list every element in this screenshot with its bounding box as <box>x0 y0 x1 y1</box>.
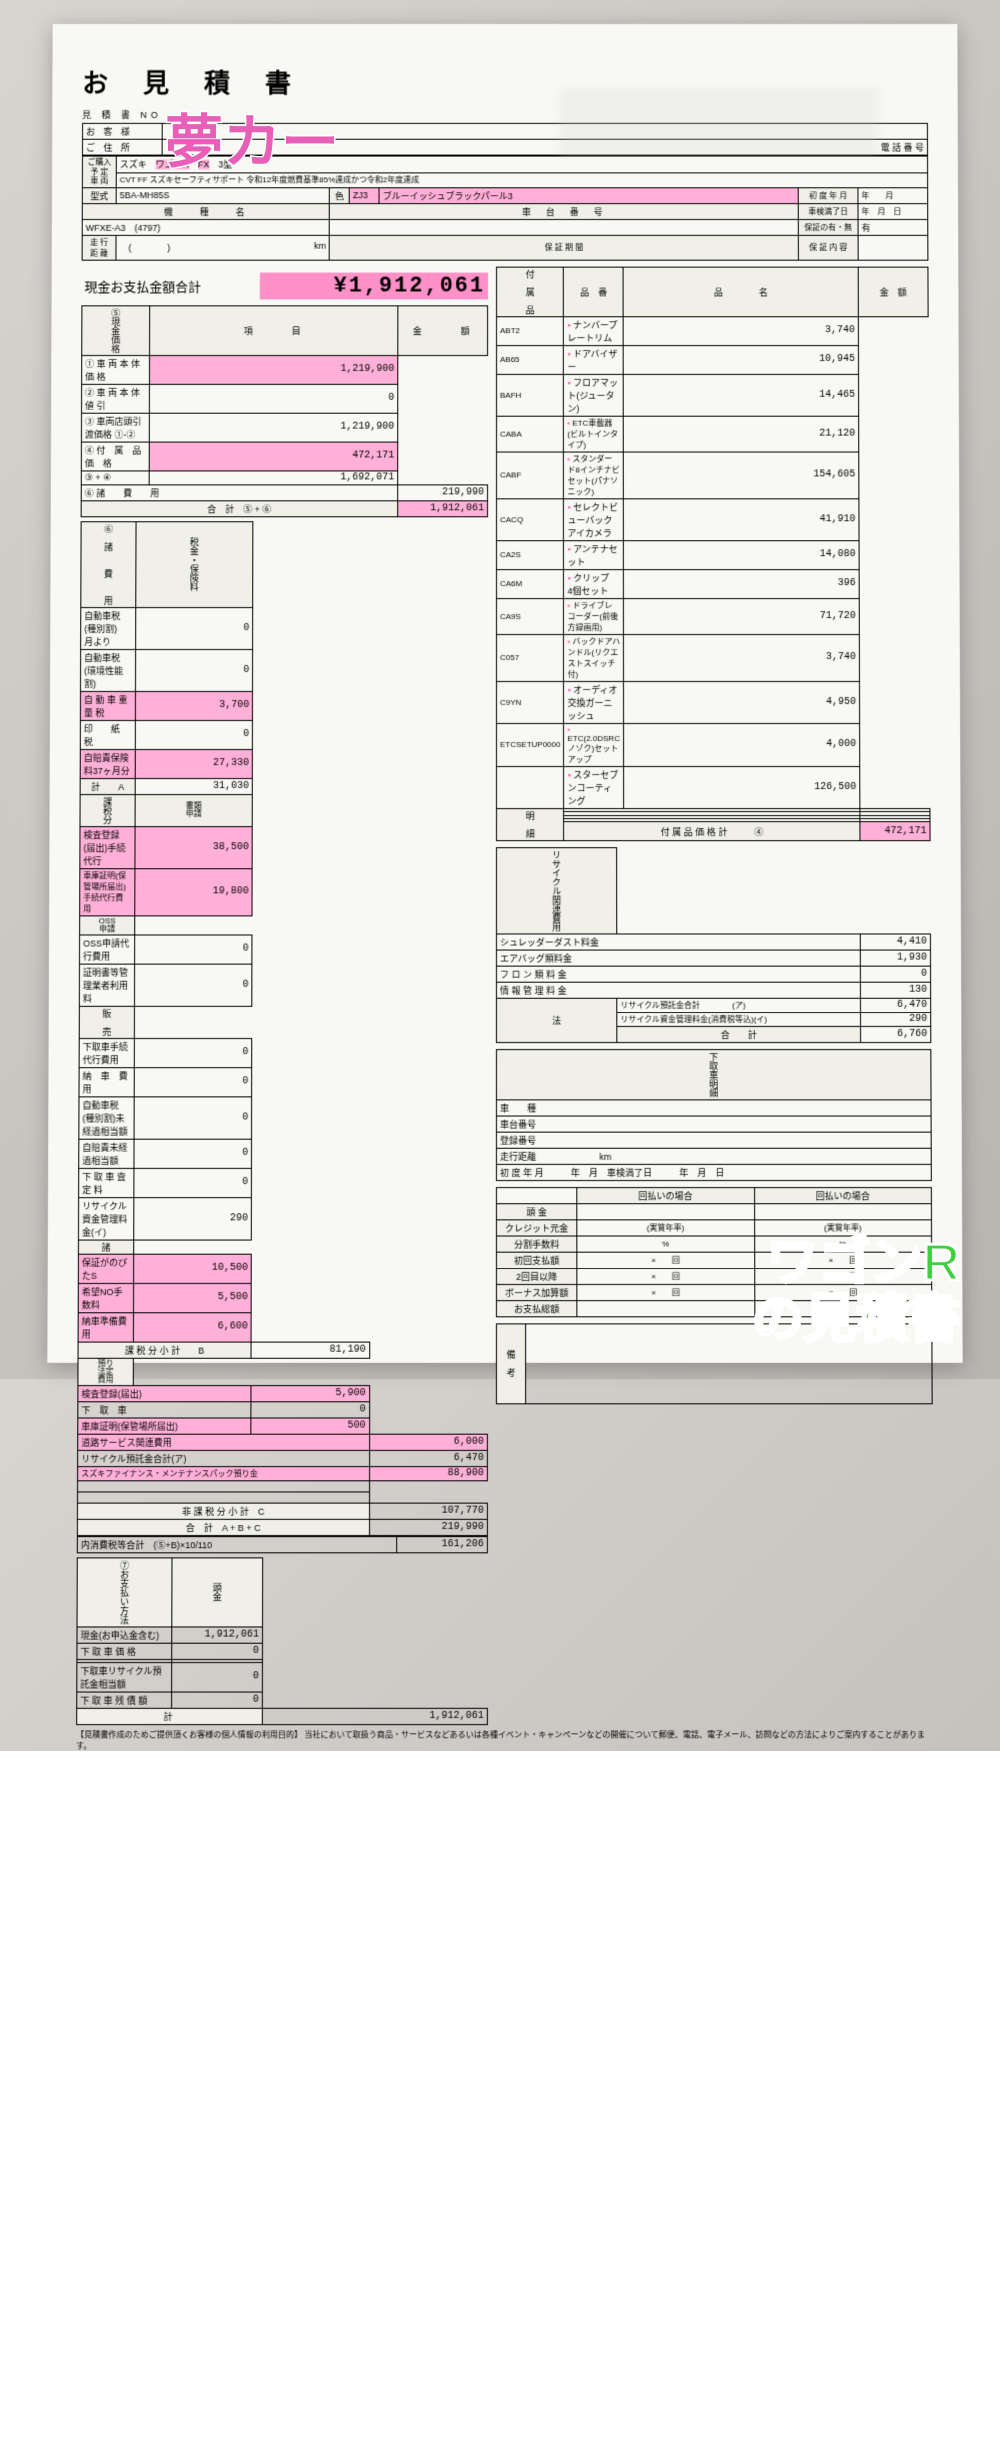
overlay-title: 夢カー <box>165 95 339 179</box>
estimate-document: お 見 積 書 見 積 書 NO お 客 様 ご 住 所電 話 番 号 ご購入予… <box>47 24 962 1363</box>
purchase-label: ご購入予 定車 両 <box>82 156 116 187</box>
consumption-tax: 内消費税等合計 (⑤+B)×10/110161,206 <box>77 1536 488 1553</box>
overlay-subtitle: ワゴンRの見積書 <box>752 1235 960 1349</box>
dealer-info-redacted <box>560 83 879 152</box>
address-label: ご 住 所 <box>82 139 162 155</box>
customer-label: お 客 様 <box>83 123 163 139</box>
tradein-table: 下取車明細 車 種車台番号登録番号走行距離 km初 度 年 月 年 月 車検満了… <box>496 1049 932 1181</box>
grand-total: 現金お支払金額合計 ¥1,912,061 <box>81 272 488 299</box>
fees-table: ⑥ 諸 費 用 税金・保険料 自動車税(種別割) 月より0自動車税(環境性能割)… <box>77 521 488 1536</box>
accessories-table: 付 属 品 品 番 品 名 金 額 ABT2▪ ナンバープレートリム3,740A… <box>496 266 931 841</box>
payment-table: ⑦お支払い方法 頭金 現金(お申込金含む)1,912,061下 取 車 価 格0… <box>76 1557 488 1725</box>
breakdown-table: ⑤現金価格 項 目 金 額 ① 車 両 本 体 価 格1,219,900② 車 … <box>81 305 488 517</box>
footnote: 【見積書作成のためご提供頂くお客様の個人情報の利用目的】 当社において取扱う商品… <box>76 1729 934 1751</box>
recycle-table: リサイクル関連費用 シュレッダーダスト料金4,410エアバッグ類料金1,930フ… <box>496 847 931 1043</box>
